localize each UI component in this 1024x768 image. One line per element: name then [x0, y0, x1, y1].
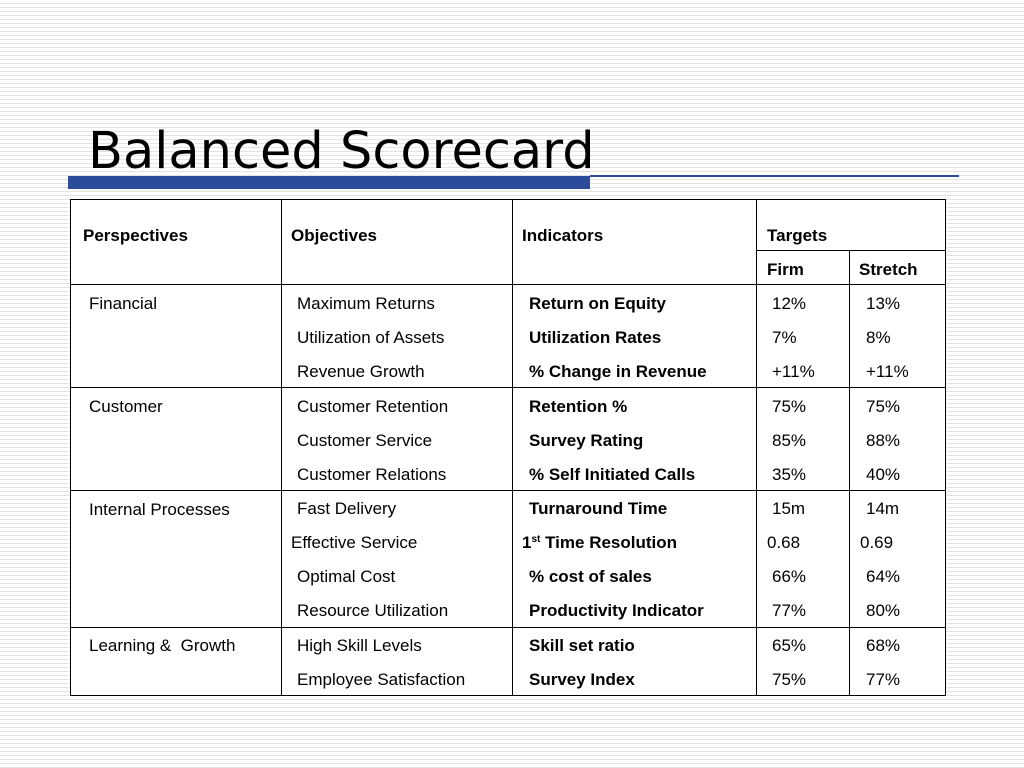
header-indicators: Indicators — [522, 226, 604, 245]
stretch-target-cell: 88% — [866, 431, 901, 450]
objective-cell: Customer Retention — [297, 397, 449, 416]
firm-target-cell: 85% — [772, 431, 807, 450]
firm-target-cell: 7% — [772, 328, 797, 347]
indicator-cell: Return on Equity — [529, 294, 666, 313]
stretch-target-cell: 80% — [866, 601, 901, 620]
stretch-target-cell: 40% — [866, 465, 901, 484]
header-perspectives: Perspectives — [83, 226, 188, 245]
indicator-cell: Turnaround Time — [529, 499, 668, 518]
column-divider — [756, 200, 757, 695]
indicator-cell: % Change in Revenue — [529, 362, 707, 381]
stretch-target-cell: 8% — [866, 328, 891, 347]
title-rule — [590, 175, 959, 177]
section-divider — [71, 387, 945, 388]
header-objectives: Objectives — [291, 226, 377, 245]
objective-cell: Employee Satisfaction — [297, 670, 466, 689]
stretch-target-cell: 64% — [866, 567, 901, 586]
objective-cell: Maximum Returns — [297, 294, 435, 313]
scorecard-table: Perspectives Objectives Indicators Targe… — [70, 199, 946, 696]
indicator-cell: Skill set ratio — [529, 636, 635, 655]
firm-target-cell: 12% — [772, 294, 807, 313]
objective-cell: Customer Relations — [297, 465, 447, 484]
firm-target-cell: 65% — [772, 636, 807, 655]
firm-target-cell: 35% — [772, 465, 807, 484]
title-underline-bar — [68, 176, 590, 189]
indicator-cell: Retention % — [529, 397, 628, 416]
objective-cell: Effective Service — [291, 533, 418, 552]
stretch-target-cell: 77% — [866, 670, 901, 689]
objective-cell: Optimal Cost — [297, 567, 396, 586]
indicator-text: Time Resolution — [540, 533, 678, 552]
firm-target-cell: 66% — [772, 567, 807, 586]
perspective-financial: Financial — [89, 294, 158, 313]
header-stretch: Stretch — [859, 260, 918, 279]
indicator-cell: % cost of sales — [529, 567, 652, 586]
stretch-target-cell: 68% — [866, 636, 901, 655]
section-divider — [71, 490, 945, 491]
indicator-ordinal-suffix: st — [531, 534, 541, 545]
indicator-cell: % Self Initiated Calls — [529, 465, 696, 484]
targets-subheader-divider — [756, 250, 945, 251]
column-divider — [512, 200, 513, 695]
perspective-internal-processes: Internal Processes — [89, 500, 230, 519]
slide-title: Balanced Scorecard — [88, 122, 595, 181]
column-divider — [281, 200, 282, 695]
header-firm: Firm — [767, 260, 804, 279]
stretch-target-cell: 0.69 — [860, 533, 894, 552]
stretch-target-cell: +11% — [866, 362, 909, 381]
section-divider — [71, 627, 945, 628]
indicator-cell: Survey Rating — [529, 431, 644, 450]
firm-target-cell: 77% — [772, 601, 807, 620]
objective-cell: Revenue Growth — [297, 362, 425, 381]
indicator-cell: 1st Time Resolution — [522, 533, 677, 553]
header-divider — [71, 284, 945, 285]
firm-target-cell: +11% — [772, 362, 815, 381]
stretch-target-cell: 13% — [866, 294, 901, 313]
firm-target-cell: 75% — [772, 397, 807, 416]
objective-cell: Resource Utilization — [297, 601, 449, 620]
indicator-cell: Utilization Rates — [529, 328, 662, 347]
stretch-target-cell: 14m — [866, 499, 900, 518]
firm-target-cell: 75% — [772, 670, 807, 689]
stretch-target-cell: 75% — [866, 397, 901, 416]
firm-target-cell: 15m — [772, 499, 806, 518]
objective-cell: High Skill Levels — [297, 636, 422, 655]
perspective-learning-growth: Learning & Growth — [89, 636, 236, 655]
firm-target-cell: 0.68 — [767, 533, 801, 552]
objective-cell: Fast Delivery — [297, 499, 397, 518]
objective-cell: Utilization of Assets — [297, 328, 445, 347]
indicator-cell: Productivity Indicator — [529, 601, 704, 620]
header-targets: Targets — [767, 226, 828, 245]
column-divider — [849, 251, 850, 695]
objective-cell: Customer Service — [297, 431, 433, 450]
perspective-customer: Customer — [89, 397, 163, 416]
indicator-ordinal: 1 — [522, 533, 532, 552]
indicator-cell: Survey Index — [529, 670, 635, 689]
